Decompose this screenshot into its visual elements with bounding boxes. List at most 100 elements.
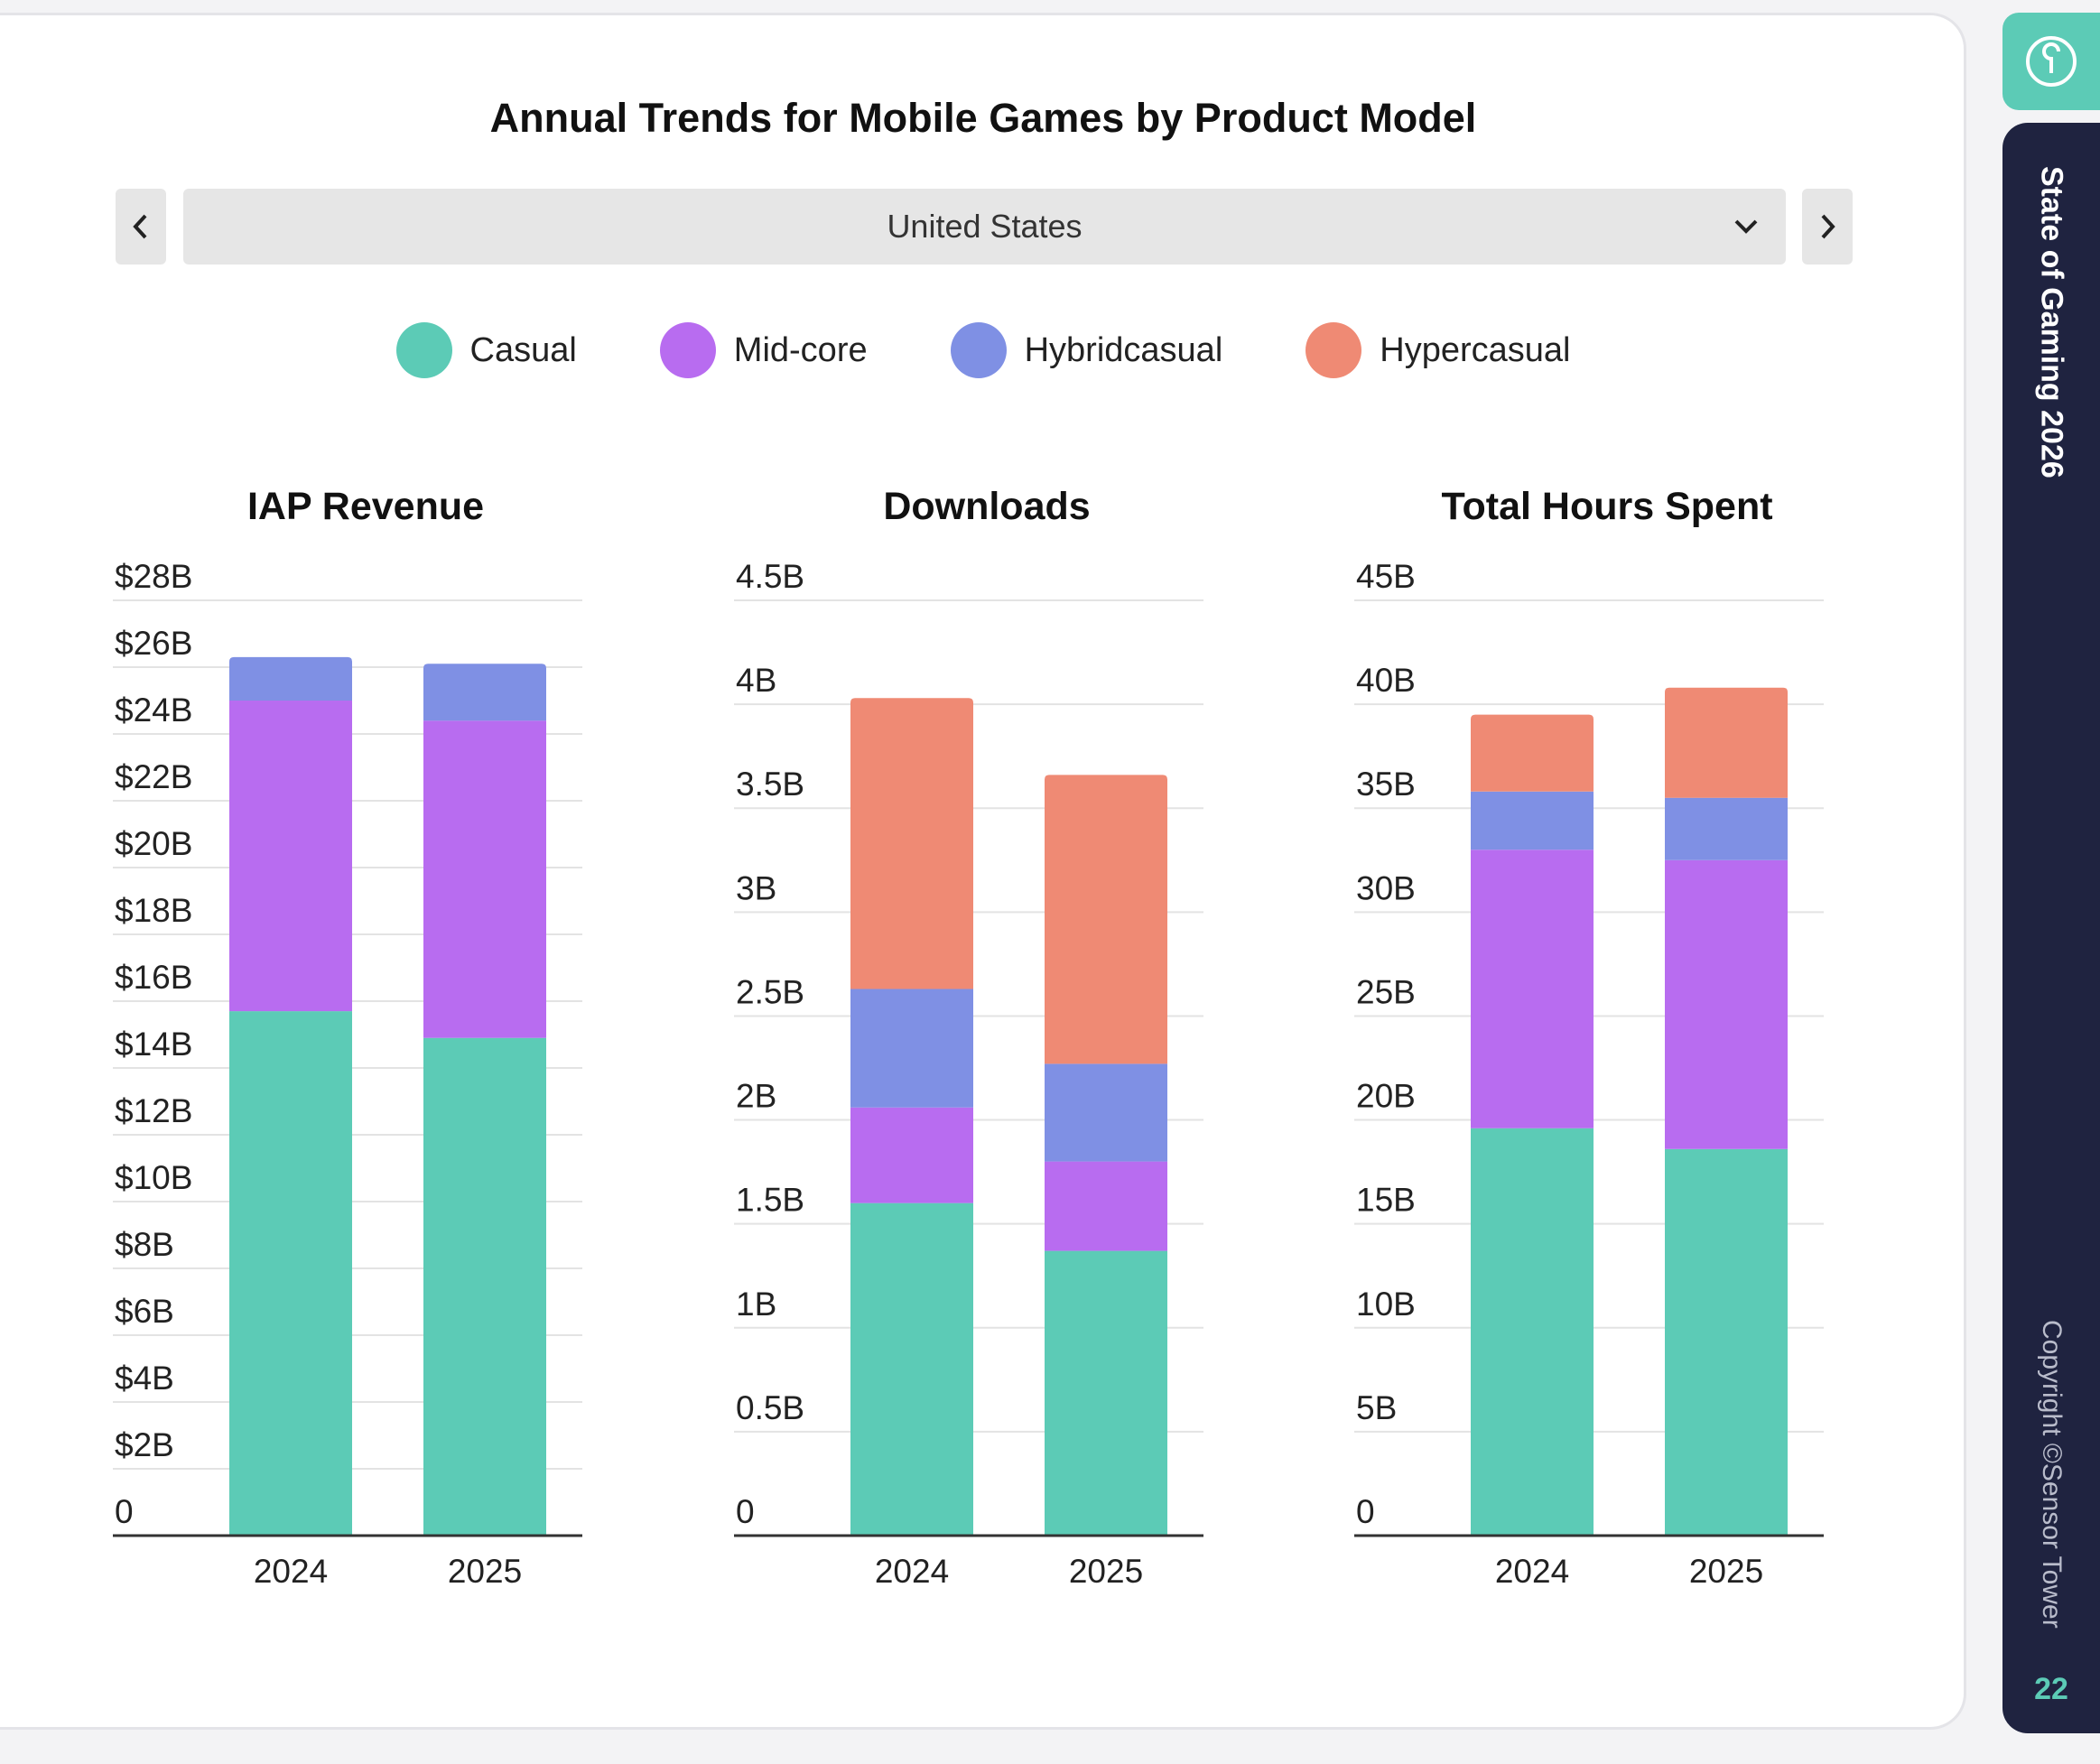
chart-title: IAP Revenue [246, 485, 485, 528]
chart-plot: 0 0.5B 1B 1.5B 2B 2.5B 3B 3.5B 4B 4.5B 2024 2025 [734, 558, 1203, 1590]
bar-segment [1471, 714, 1594, 792]
y-tick-label: 30B [1356, 869, 1416, 906]
legend-item[interactable]: Hybridcasual [950, 322, 1223, 378]
bar-segment [850, 698, 973, 989]
legend-label: Hypercasual [1380, 330, 1571, 369]
bar-segment [1045, 1161, 1167, 1251]
legend-item[interactable]: Mid-core [659, 322, 868, 378]
bar-segment [1471, 791, 1594, 850]
y-tick-label: 25B [1356, 973, 1416, 1010]
y-tick-label: $16B [115, 959, 192, 996]
chart-title: Downloads [883, 485, 1091, 528]
legend-label: Hybridcasual [1024, 330, 1223, 369]
y-tick-label: 35B [1356, 766, 1416, 803]
bar-segment [1045, 1250, 1167, 1536]
legend-item[interactable]: Hypercasual [1306, 322, 1570, 378]
next-country-button[interactable] [1802, 189, 1853, 265]
legend-swatch [659, 322, 716, 378]
y-tick-label: 3B [736, 869, 776, 906]
chart-legend: Casual Mid-core Hybridcasual Hypercasual [0, 322, 1966, 378]
bar-segment [1665, 859, 1788, 1149]
y-tick-label: 0 [1356, 1493, 1375, 1530]
bar-segment [1665, 1148, 1788, 1536]
y-tick-label: 40B [1356, 662, 1416, 699]
y-tick-label: $2B [115, 1426, 174, 1463]
x-tick-label: 2025 [448, 1553, 522, 1590]
chevron-left-icon [133, 214, 147, 239]
y-tick-label: $8B [115, 1226, 174, 1263]
bar-segment [1045, 1063, 1167, 1162]
y-tick-label: $26B [115, 625, 192, 662]
copyright: Copyright ©Sensor Tower [2037, 1320, 2067, 1629]
x-tick-label: 2024 [1495, 1553, 1569, 1590]
bar-segment [1471, 1128, 1594, 1536]
y-tick-label: 10B [1356, 1286, 1416, 1323]
report-title: State of Gaming 2026 [2034, 166, 2069, 478]
legend-swatch [395, 322, 452, 378]
y-tick-label: $12B [115, 1092, 192, 1129]
y-tick-label: $18B [115, 892, 192, 929]
y-tick-label: 3.5B [736, 766, 804, 803]
y-tick-label: 1.5B [736, 1182, 804, 1219]
legend-label: Mid-core [733, 330, 868, 369]
y-tick-label: 2.5B [736, 973, 804, 1010]
bar-segment [229, 1011, 352, 1536]
chevron-down-icon [1734, 219, 1758, 234]
country-select-value: United States [887, 208, 1083, 245]
prev-country-button[interactable] [116, 189, 166, 265]
bar-segment [1665, 797, 1788, 860]
bar-segment [423, 720, 546, 1038]
x-tick-label: 2024 [875, 1553, 949, 1590]
y-tick-label: 5B [1356, 1389, 1397, 1426]
chart-card: Annual Trends for Mobile Games by Produc… [0, 13, 1966, 1730]
y-tick-label: 2B [736, 1078, 776, 1115]
y-tick-label: $10B [115, 1159, 192, 1196]
y-tick-label: $24B [115, 692, 192, 729]
y-tick-label: 1B [736, 1286, 776, 1323]
bar-segment [229, 656, 352, 701]
legend-item[interactable]: Casual [395, 322, 577, 378]
sensor-tower-logo-icon [2026, 36, 2077, 87]
y-tick-label: 0.5B [736, 1389, 804, 1426]
y-tick-label: 4.5B [736, 558, 804, 595]
bar-segment [850, 1107, 973, 1203]
x-tick-label: 2025 [1069, 1553, 1143, 1590]
y-tick-label: $28B [115, 558, 192, 595]
y-tick-label: 20B [1356, 1078, 1416, 1115]
chart-plot: 0 5B 10B 15B 20B 25B 30B 35B 40B 45B 2024 2025 [1354, 558, 1824, 1590]
legend-label: Casual [469, 330, 577, 369]
page-title: Annual Trends for Mobile Games by Produc… [489, 95, 1477, 141]
logo-tab[interactable] [2002, 13, 2100, 110]
bar-segment [423, 664, 546, 721]
x-tick-label: 2025 [1689, 1553, 1763, 1590]
y-tick-label: 15B [1356, 1182, 1416, 1219]
y-tick-label: $20B [115, 825, 192, 862]
country-select[interactable]: United States [183, 189, 1786, 265]
y-tick-label: 0 [736, 1493, 755, 1530]
legend-swatch [950, 322, 1007, 378]
bar-segment [850, 989, 973, 1108]
downloads-chart: Downloads 0 0.5B 1B 1.5B 2B 2.5B 3B 3.5B 4B 4.5B 2… [734, 467, 1240, 1604]
sidebar: State of Gaming 2026 Copyright ©Sensor T… [2002, 123, 2100, 1733]
bar-segment [1045, 775, 1167, 1064]
y-tick-label: $6B [115, 1293, 174, 1330]
bar-segment [1471, 850, 1594, 1128]
page-number: 22 [2034, 1672, 2068, 1706]
chart-title: Total Hours Spent [1441, 485, 1773, 528]
x-tick-label: 2024 [254, 1553, 328, 1590]
iap-revenue-chart: IAP Revenue 0 $2B $4B $6B $8B $10B $12B $14B $16… [113, 467, 618, 1604]
bar-segment [850, 1202, 973, 1536]
chart-plot: 0 $2B $4B $6B $8B $10B $12B $14B $16B $18B $20B $22… [113, 558, 582, 1590]
bar-segment [229, 701, 352, 1012]
y-tick-label: $22B [115, 758, 192, 795]
bar-segment [1665, 687, 1788, 798]
hours-spent-chart: Total Hours Spent 0 5B 10B 15B 20B 25B 30B 35B 4… [1354, 467, 1860, 1604]
y-tick-label: $14B [115, 1026, 192, 1063]
y-tick-label: $4B [115, 1360, 174, 1397]
y-tick-label: 4B [736, 662, 776, 699]
y-tick-label: 0 [115, 1493, 134, 1530]
y-tick-label: 45B [1356, 558, 1416, 595]
bar-segment [423, 1037, 546, 1536]
legend-swatch [1306, 322, 1362, 378]
chevron-right-icon [1821, 214, 1835, 239]
